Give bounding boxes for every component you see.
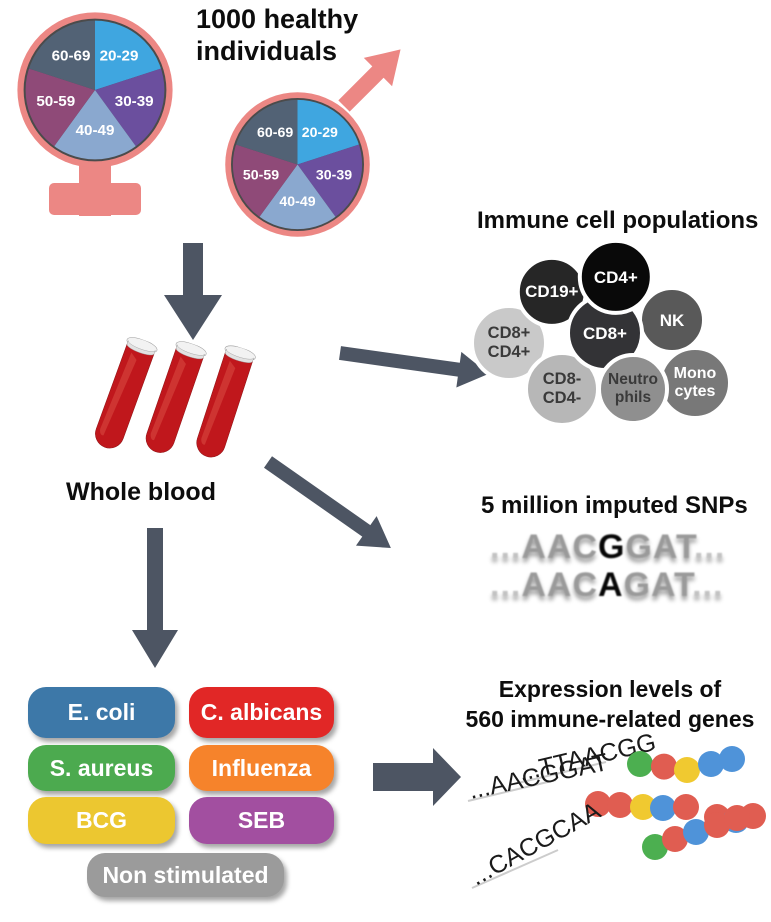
svg-text:CD4+: CD4+: [488, 343, 531, 361]
svg-text:NK: NK: [660, 311, 685, 330]
svg-text:CD8-: CD8-: [543, 370, 582, 388]
svg-text:CD4+: CD4+: [594, 268, 638, 287]
svg-text:CD4-: CD4-: [543, 389, 582, 407]
svg-text:phils: phils: [615, 389, 651, 406]
svg-text:Mono: Mono: [674, 365, 717, 382]
svg-text:CD8+: CD8+: [488, 324, 531, 342]
svg-text:CD8+: CD8+: [583, 324, 627, 343]
svg-text:cytes: cytes: [675, 383, 716, 400]
svg-text:CD19+: CD19+: [525, 282, 578, 301]
svg-text:...CACGCAA: ...CACGCAA: [465, 797, 605, 892]
svg-text:Neutro: Neutro: [608, 371, 658, 388]
